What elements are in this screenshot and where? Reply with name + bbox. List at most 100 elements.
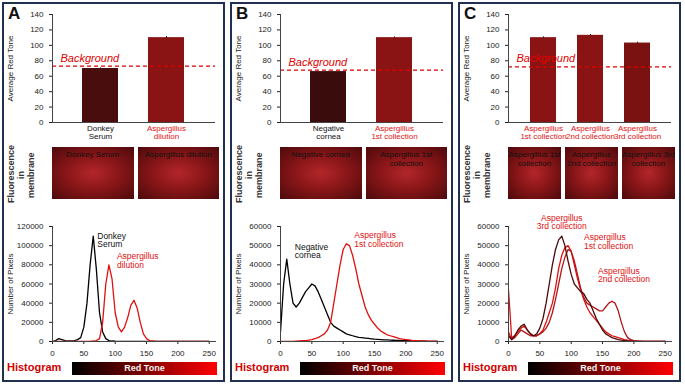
svg-text:0: 0 xyxy=(39,118,44,127)
svg-text:Number of Pixels: Number of Pixels xyxy=(234,254,243,315)
svg-text:20: 20 xyxy=(35,103,44,112)
svg-text:Aspergillus1st collection: Aspergillus1st collection xyxy=(371,124,417,141)
svg-text:140: 140 xyxy=(30,10,44,19)
svg-text:Average Red Tone: Average Red Tone xyxy=(6,35,15,102)
svg-text:0: 0 xyxy=(495,118,500,127)
svg-text:40000: 40000 xyxy=(21,299,44,308)
svg-text:0: 0 xyxy=(506,349,511,358)
svg-text:140: 140 xyxy=(258,10,272,19)
svg-text:20000: 20000 xyxy=(249,299,272,308)
svg-text:Aspergillus1st collection: Aspergillus1st collection xyxy=(520,124,566,141)
html-text:Red Tone: Red Tone xyxy=(124,363,165,373)
html-text:Aspergillus 1st collection: Aspergillus 1st collection xyxy=(508,150,561,168)
svg-text:Average Red Tone: Average Red Tone xyxy=(462,35,471,102)
svg-text:200: 200 xyxy=(399,349,413,358)
svg-text:100000: 100000 xyxy=(17,241,44,250)
html-text:Histogram: Histogram xyxy=(235,361,290,373)
svg-text:Aspergillus2nd collection: Aspergillus2nd collection xyxy=(566,124,615,141)
svg-text:60000: 60000 xyxy=(249,222,272,231)
svg-text:50000: 50000 xyxy=(249,241,272,250)
svg-text:60000: 60000 xyxy=(477,222,500,231)
svg-text:100: 100 xyxy=(258,41,272,50)
svg-text:Aspergillus1st collection: Aspergillus1st collection xyxy=(354,230,403,249)
svg-text:50: 50 xyxy=(535,349,544,358)
svg-text:50: 50 xyxy=(79,349,88,358)
svg-text:120000: 120000 xyxy=(17,222,44,231)
svg-text:100: 100 xyxy=(565,349,579,358)
svg-text:0: 0 xyxy=(495,337,500,346)
html-text:Aspergillus 1st collection: Aspergillus 1st collection xyxy=(380,150,433,168)
svg-text:60: 60 xyxy=(263,72,272,81)
svg-text:250: 250 xyxy=(431,349,445,358)
html-text:Fluorescence in membrane: Fluorescence in membrane xyxy=(6,145,36,203)
svg-text:100: 100 xyxy=(30,41,44,50)
svg-text:80: 80 xyxy=(35,56,44,65)
svg-text:0: 0 xyxy=(267,118,272,127)
svg-text:120: 120 xyxy=(486,25,500,34)
svg-text:Negativecornea: Negativecornea xyxy=(313,124,345,141)
svg-text:40: 40 xyxy=(263,87,272,96)
svg-text:20000: 20000 xyxy=(477,299,500,308)
svg-text:Background: Background xyxy=(517,52,577,64)
html-text:C: C xyxy=(464,4,477,23)
svg-text:0: 0 xyxy=(278,349,283,358)
svg-text:Average Red Tone: Average Red Tone xyxy=(234,35,243,102)
html-text:Aspergillus 3rd collection: Aspergillus 3rd collection xyxy=(622,150,675,168)
svg-text:80: 80 xyxy=(263,56,272,65)
svg-text:30000: 30000 xyxy=(249,280,272,289)
svg-text:40: 40 xyxy=(491,87,500,96)
html-text:Fluorescence in membrane: Fluorescence in membrane xyxy=(462,145,492,203)
svg-text:50: 50 xyxy=(307,349,316,358)
html-text:Aspergillus 2nd collection: Aspergillus 2nd collection xyxy=(567,150,616,168)
svg-text:40000: 40000 xyxy=(477,260,500,269)
svg-text:250: 250 xyxy=(659,349,673,358)
svg-text:250: 250 xyxy=(203,349,217,358)
svg-text:DonkeySerum: DonkeySerum xyxy=(97,231,127,250)
html-text:Fluorescence in membrane: Fluorescence in membrane xyxy=(234,145,264,203)
svg-text:10000: 10000 xyxy=(477,318,500,327)
svg-text:40000: 40000 xyxy=(249,260,272,269)
svg-text:Aspergillus1st collection: Aspergillus1st collection xyxy=(584,232,633,251)
svg-text:60000: 60000 xyxy=(21,280,44,289)
svg-text:0: 0 xyxy=(39,337,44,346)
svg-text:150: 150 xyxy=(140,349,154,358)
svg-text:10000: 10000 xyxy=(249,318,272,327)
svg-text:30000: 30000 xyxy=(477,280,500,289)
svg-text:40: 40 xyxy=(35,87,44,96)
svg-text:50000: 50000 xyxy=(477,241,500,250)
svg-text:0: 0 xyxy=(50,349,55,358)
svg-text:200: 200 xyxy=(627,349,641,358)
svg-text:80: 80 xyxy=(491,56,500,65)
svg-text:Aspergillus3rd collection: Aspergillus3rd collection xyxy=(614,124,661,141)
svg-text:Aspergillus2nd collection: Aspergillus2nd collection xyxy=(598,266,650,285)
svg-text:0: 0 xyxy=(267,337,272,346)
svg-text:120: 120 xyxy=(258,25,272,34)
svg-text:140: 140 xyxy=(486,10,500,19)
svg-text:150: 150 xyxy=(368,349,382,358)
svg-text:100: 100 xyxy=(109,349,123,358)
svg-text:Aspergillusdilution: Aspergillusdilution xyxy=(117,251,159,270)
svg-text:150: 150 xyxy=(596,349,610,358)
html-text:A: A xyxy=(8,4,21,23)
svg-text:120: 120 xyxy=(30,25,44,34)
svg-text:100: 100 xyxy=(486,41,500,50)
svg-text:Aspergillusdilution: Aspergillusdilution xyxy=(147,124,186,141)
svg-text:Number of Pixels: Number of Pixels xyxy=(462,254,471,315)
svg-text:20: 20 xyxy=(263,103,272,112)
svg-text:DonkeySerum: DonkeySerum xyxy=(87,124,114,141)
svg-text:20: 20 xyxy=(491,103,500,112)
html-text:Histogram: Histogram xyxy=(463,361,518,373)
svg-text:60: 60 xyxy=(491,72,500,81)
svg-text:80000: 80000 xyxy=(21,260,44,269)
svg-text:Number of Pixels: Number of Pixels xyxy=(6,254,15,315)
svg-text:60: 60 xyxy=(35,72,44,81)
svg-text:Background: Background xyxy=(289,56,349,68)
svg-text:100: 100 xyxy=(337,349,351,358)
svg-text:20000: 20000 xyxy=(21,318,44,327)
svg-text:Aspergillus3rd collection: Aspergillus3rd collection xyxy=(537,213,587,232)
svg-text:200: 200 xyxy=(171,349,185,358)
html-text:B: B xyxy=(236,4,249,23)
svg-text:Negativecornea: Negativecornea xyxy=(295,242,329,261)
html-text:Histogram: Histogram xyxy=(7,361,62,373)
svg-text:Background: Background xyxy=(61,52,121,64)
